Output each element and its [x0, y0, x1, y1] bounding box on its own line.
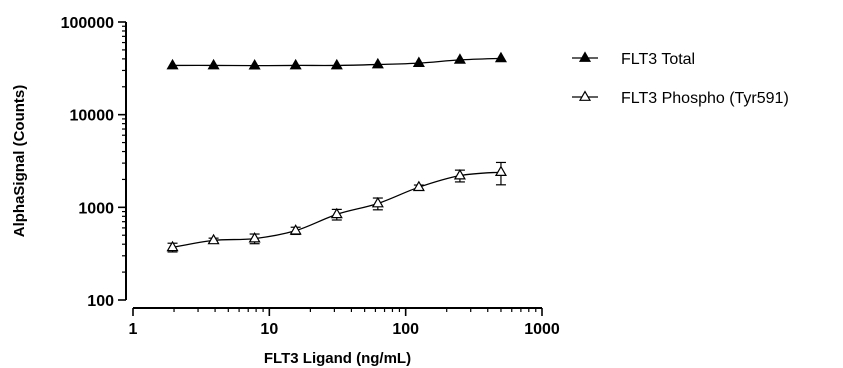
y-tick-label: 100000	[61, 15, 114, 32]
data-point	[412, 56, 425, 68]
legend-entry-phospho: FLT3 Phospho (Tyr591)	[572, 90, 789, 107]
legend-label-total: FLT3 Total	[621, 51, 695, 68]
data-point	[166, 58, 179, 70]
data-point	[289, 224, 302, 235]
y-axis-title: AlphaSignal (Counts)	[11, 85, 28, 238]
data-point	[289, 58, 302, 70]
x-tick-label: 1	[129, 321, 138, 338]
data-point	[248, 59, 261, 70]
legend-marker-total	[578, 51, 592, 62]
x-ticks: 1 10 100 1000	[129, 308, 560, 338]
data-point	[166, 240, 179, 252]
y-axis: 100 1000 10000 100000 AlphaSignal (Counts)	[11, 15, 127, 310]
data-point	[248, 231, 261, 243]
x-tick-label: 1000	[524, 321, 560, 338]
data-point	[371, 196, 384, 208]
x-tick-label: 10	[260, 321, 278, 338]
series-phospho	[166, 161, 507, 253]
data-point	[453, 169, 466, 180]
y-tick-label: 1000	[78, 200, 114, 217]
y-tick-label: 10000	[70, 108, 115, 125]
y-tick-label: 100	[87, 293, 114, 310]
data-point	[207, 58, 220, 70]
data-point	[371, 57, 384, 69]
y-ticks: 100 1000 10000 100000	[61, 15, 126, 310]
legend: FLT3 Total FLT3 Phospho (Tyr591)	[572, 51, 789, 107]
legend-entry-total: FLT3 Total	[572, 51, 695, 68]
data-point	[494, 165, 507, 177]
data-point	[207, 233, 220, 245]
plot-series	[166, 51, 507, 253]
legend-marker-phospho	[578, 90, 592, 101]
data-point	[330, 58, 343, 70]
x-tick-label: 100	[392, 321, 419, 338]
x-axis-title: FLT3 Ligand (ng/mL)	[264, 350, 411, 367]
legend-label-phospho: FLT3 Phospho (Tyr591)	[621, 90, 789, 107]
x-axis: 1 10 100 1000 FLT3 Ligand (ng/mL)	[129, 307, 560, 367]
series-total	[166, 51, 507, 70]
data-point	[494, 51, 507, 63]
data-point	[330, 207, 343, 219]
data-point	[453, 53, 466, 64]
data-point	[412, 180, 425, 192]
